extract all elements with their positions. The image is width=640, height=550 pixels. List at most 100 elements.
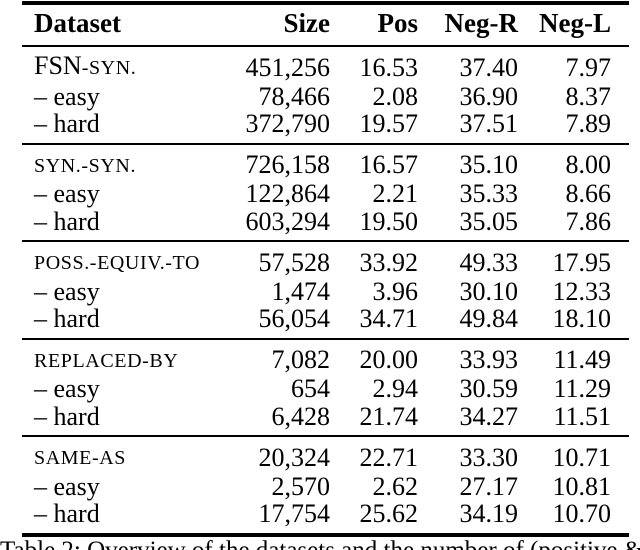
subset-label: – easy (34, 471, 100, 501)
table-row: REPLACED-BY 7,082 20.00 33.93 11.49 (22, 339, 629, 376)
cell-size: 1,474 (271, 276, 331, 306)
dataset-name: SAME-AS (22, 436, 237, 473)
subset-label: – hard (34, 304, 100, 333)
cell-neg-r: 49.84 (459, 304, 519, 333)
table-row: – hard 6,428 21.74 34.27 11.51 (22, 401, 629, 437)
dataset-name-prefix: FSN (34, 51, 82, 80)
group-same-as: SAME-AS 20,324 22.71 33.30 10.71 – easy … (22, 436, 629, 535)
cell-pos: 2.94 (372, 374, 419, 403)
group-replaced-by: REPLACED-BY 7,082 20.00 33.93 11.49 – ea… (22, 339, 629, 437)
column-header-size: Size (283, 8, 331, 38)
subset-label: – hard (34, 206, 100, 236)
cell-pos: 19.50 (359, 206, 419, 236)
cell-neg-l: 11.29 (553, 374, 611, 403)
cell-size: 726,158 (245, 150, 331, 179)
cell-neg-l: 7.97 (565, 52, 612, 82)
cell-pos: 2.21 (372, 179, 419, 208)
column-header-neg-r: Neg-R (444, 8, 518, 38)
cell-neg-l: 17.95 (552, 247, 612, 277)
cell-pos: 33.92 (359, 247, 419, 277)
cell-pos: 34.71 (359, 304, 419, 333)
cell-neg-r: 33.30 (459, 442, 519, 472)
table-row: SAME-AS 20,324 22.71 33.30 10.71 (22, 436, 629, 473)
dataset-name: FSN-SYN. (22, 46, 237, 83)
subset-label: – hard (34, 401, 100, 431)
cell-neg-r: 33.93 (459, 345, 519, 374)
subset-label: – hard (34, 109, 100, 138)
table-header: Dataset Size Pos Neg-R Neg-L (22, 3, 629, 46)
cell-size: 372,790 (245, 109, 331, 138)
cell-neg-l: 12.33 (552, 276, 612, 306)
table-caption: Table 2: Overview of the datasets and th… (0, 536, 640, 550)
table-row: – easy 78,466 2.08 36.90 8.37 (22, 81, 629, 111)
cell-neg-r: 35.10 (459, 150, 519, 179)
subset-label: – hard (34, 499, 100, 528)
cell-pos: 22.71 (359, 442, 419, 472)
cell-neg-r: 27.17 (459, 471, 519, 501)
cell-size: 7,082 (271, 345, 331, 374)
dataset-name-smallcaps: SAME-AS (34, 447, 126, 469)
cell-neg-r: 35.05 (459, 206, 519, 236)
cell-size: 654 (291, 374, 330, 403)
cell-neg-r: 34.19 (459, 499, 519, 528)
table-row: – hard 17,754 25.62 34.19 10.70 (22, 500, 629, 535)
cell-neg-r: 30.59 (459, 374, 519, 403)
cell-size: 20,324 (258, 442, 331, 472)
cell-neg-r: 30.10 (459, 276, 519, 306)
table-row: POSS.-EQUIV.-TO 57,528 33.92 49.33 17.95 (22, 241, 629, 278)
cell-size: 122,864 (245, 179, 331, 208)
cell-size: 451,256 (245, 52, 331, 82)
cell-size: 6,428 (271, 401, 331, 431)
cell-size: 57,528 (258, 247, 331, 277)
table-row: – hard 603,294 19.50 35.05 7.86 (22, 206, 629, 242)
subset-label: – easy (34, 81, 100, 111)
cell-neg-l: 10.81 (552, 471, 612, 501)
group-fsn-syn: FSN-SYN. 451,256 16.53 37.40 7.97 – easy… (22, 46, 629, 144)
cell-pos: 16.53 (359, 52, 419, 82)
cell-neg-l: 10.70 (552, 499, 612, 528)
table-row: – easy 654 2.94 30.59 11.29 (22, 375, 629, 403)
table-row: – easy 2,570 2.62 27.17 10.81 (22, 471, 629, 501)
cell-pos: 16.57 (359, 150, 419, 179)
dataset-name-smallcaps: SYN.-SYN. (34, 154, 137, 177)
cell-neg-l: 8.00 (565, 150, 612, 179)
cell-neg-l: 11.51 (553, 401, 611, 431)
table-row: – hard 56,054 34.71 49.84 18.10 (22, 305, 629, 339)
cell-neg-l: 7.89 (565, 109, 612, 138)
cell-neg-r: 37.51 (459, 109, 519, 138)
cell-size: 603,294 (245, 206, 331, 236)
cell-neg-l: 10.71 (552, 442, 612, 472)
dataset-name: REPLACED-BY (22, 339, 237, 376)
dataset-name-smallcaps: POSS.-EQUIV.-TO (34, 252, 201, 274)
cell-neg-r: 49.33 (459, 247, 519, 277)
cell-neg-r: 34.27 (459, 401, 519, 431)
datasets-table: Dataset Size Pos Neg-R Neg-L FSN-SYN. 45… (22, 1, 629, 537)
cell-neg-l: 7.86 (565, 206, 612, 236)
cell-pos: 3.96 (372, 276, 419, 306)
cell-size: 17,754 (258, 499, 331, 528)
cell-pos: 20.00 (359, 345, 419, 374)
dataset-name-smallcaps: -SYN. (81, 57, 137, 79)
column-header-pos: Pos (377, 8, 419, 38)
cell-size: 56,054 (258, 304, 331, 333)
table-row: – hard 372,790 19.57 37.51 7.89 (22, 110, 629, 144)
table-row: SYN.-SYN. 726,158 16.57 35.10 8.00 (22, 144, 629, 181)
column-header-dataset: Dataset (34, 8, 121, 38)
cell-pos: 2.08 (372, 81, 419, 111)
cell-pos: 19.57 (359, 109, 419, 138)
group-poss-equiv-to: POSS.-EQUIV.-TO 57,528 33.92 49.33 17.95… (22, 241, 629, 339)
table-row: – easy 1,474 3.96 30.10 12.33 (22, 276, 629, 306)
column-header-neg-l: Neg-L (539, 8, 611, 38)
cell-pos: 25.62 (359, 499, 419, 528)
cell-neg-r: 37.40 (459, 52, 519, 82)
cell-pos: 21.74 (359, 401, 419, 431)
cell-neg-l: 18.10 (552, 304, 612, 333)
cell-neg-l: 8.66 (565, 179, 612, 208)
cell-neg-r: 35.33 (459, 179, 519, 208)
cell-neg-l: 11.49 (553, 345, 611, 374)
dataset-name-smallcaps: REPLACED-BY (34, 349, 179, 372)
cell-neg-l: 8.37 (565, 81, 612, 111)
dataset-name: SYN.-SYN. (22, 144, 237, 181)
cell-size: 78,466 (258, 81, 331, 111)
